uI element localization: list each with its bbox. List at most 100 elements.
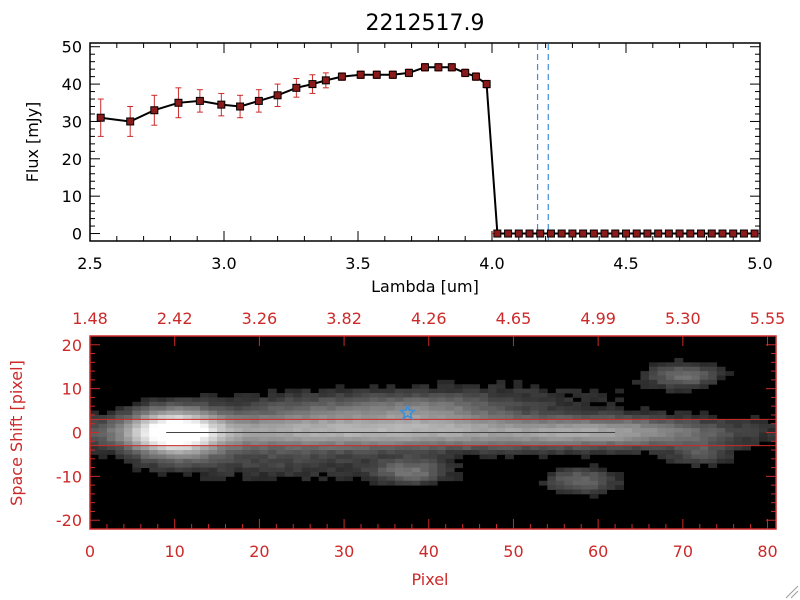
heatmap-cell	[344, 419, 353, 425]
heatmap-cell	[149, 406, 159, 411]
heatmap-cell	[140, 410, 150, 416]
heatmap-cell	[648, 432, 658, 438]
heatmap-cell	[504, 441, 514, 447]
heatmap-cell	[581, 423, 591, 429]
heatmap-cell	[225, 445, 235, 451]
heatmap-cell	[123, 410, 133, 416]
heatmap-cell	[581, 414, 591, 420]
heatmap-cell	[615, 441, 624, 447]
heatmap-cell	[90, 432, 99, 438]
heatmap-cell	[496, 436, 506, 442]
heatmap-cell	[716, 366, 726, 372]
heatmap-cell	[648, 414, 658, 420]
heatmap-cell	[403, 480, 413, 486]
heatmap-cell	[208, 414, 218, 420]
heatmap-cell	[555, 406, 565, 411]
heatmap-cell	[488, 432, 497, 438]
space-shift-tick-labels: -20 -10 0 10 20	[56, 336, 82, 530]
heatmap-cell	[132, 454, 142, 460]
heatmap-cell	[369, 419, 379, 425]
heatmap-cell	[598, 476, 608, 482]
heatmap-cell	[581, 471, 591, 477]
heatmap-cell	[581, 480, 591, 486]
heatmap-cell	[140, 414, 150, 420]
heatmap-cell	[386, 445, 396, 451]
heatmap-cell	[174, 467, 184, 473]
heatmap-cell	[200, 406, 209, 411]
heatmap-cell	[420, 432, 430, 438]
heatmap-cell	[437, 476, 447, 482]
heatmap-cell	[191, 454, 201, 460]
heatmap-cell	[217, 441, 226, 447]
heatmap-cell	[369, 458, 379, 464]
heatmap-cell	[598, 436, 608, 442]
heatmap-cell	[174, 441, 184, 447]
heatmap-cell	[377, 476, 387, 482]
heatmap-cell	[276, 445, 286, 451]
heatmap-cell	[598, 393, 608, 398]
heatmap-cell	[157, 450, 167, 455]
heatmap-cell	[344, 476, 353, 482]
heatmap-cell	[437, 414, 447, 420]
heatmap-cell	[259, 445, 269, 451]
heatmap-cell	[496, 401, 506, 407]
heatmap-cell	[699, 419, 709, 425]
heatmap-cell	[132, 410, 142, 416]
heatmap-cell	[208, 471, 218, 477]
heatmap-cell	[632, 445, 641, 451]
heatmap-cell	[310, 458, 320, 464]
heatmap-cell	[691, 454, 701, 460]
heatmap-cell	[183, 458, 193, 464]
heatmap-cell	[394, 463, 404, 468]
heatmap-cell	[174, 397, 184, 403]
heatmap-cell	[259, 463, 269, 468]
resize-grip[interactable]	[785, 585, 799, 599]
heatmap-cell	[200, 432, 209, 438]
heatmap-cell	[530, 401, 540, 407]
heatmap-cell	[276, 471, 286, 477]
heatmap-cell	[428, 428, 438, 433]
heatmap-cell	[420, 384, 430, 390]
heatmap-cell	[479, 410, 489, 416]
heatmap-cell	[725, 450, 735, 455]
heatmap-cell	[699, 414, 709, 420]
heatmap-cell	[200, 467, 209, 473]
heatmap-cell	[555, 436, 565, 442]
x-tick-label: 20	[249, 542, 269, 561]
heatmap-cell	[674, 454, 684, 460]
heatmap-cell	[581, 397, 591, 403]
heatmap-cell	[327, 428, 337, 433]
heatmap-cell	[140, 423, 150, 429]
heatmap-cell	[437, 445, 447, 451]
heatmap-cell	[301, 471, 311, 477]
heatmap-cell	[394, 410, 404, 416]
heatmap-cell	[377, 410, 387, 416]
heatmap-cell	[386, 450, 396, 455]
heatmap-cell	[369, 436, 379, 442]
heatmap-cell	[149, 441, 159, 447]
heatmap-cell	[504, 419, 514, 425]
heatmap-cell	[496, 379, 506, 385]
heatmap-cell	[589, 414, 599, 420]
heatmap-cell	[318, 410, 328, 416]
heatmap-cell	[581, 454, 591, 460]
heatmap-cell	[310, 401, 320, 407]
heatmap-cell	[462, 414, 472, 420]
heatmap-cell	[166, 454, 176, 460]
heatmap-cell	[708, 454, 718, 460]
heatmap-cell	[369, 414, 379, 420]
heatmap-cell	[403, 388, 413, 394]
heatmap-cell	[437, 471, 447, 477]
heatmap-cell	[293, 419, 303, 425]
heatmap-cell	[335, 401, 345, 407]
heatmap-cell	[530, 441, 540, 447]
heatmap-cell	[217, 428, 226, 433]
heatmap-cell	[708, 463, 718, 468]
heatmap-cell	[106, 423, 116, 429]
heatmap-cell	[538, 414, 548, 420]
heatmap-cell	[335, 384, 345, 390]
heatmap-cell	[581, 428, 591, 433]
heatmap-cell	[674, 366, 684, 372]
heatmap-cell	[437, 419, 447, 425]
heatmap-cell	[547, 445, 557, 451]
